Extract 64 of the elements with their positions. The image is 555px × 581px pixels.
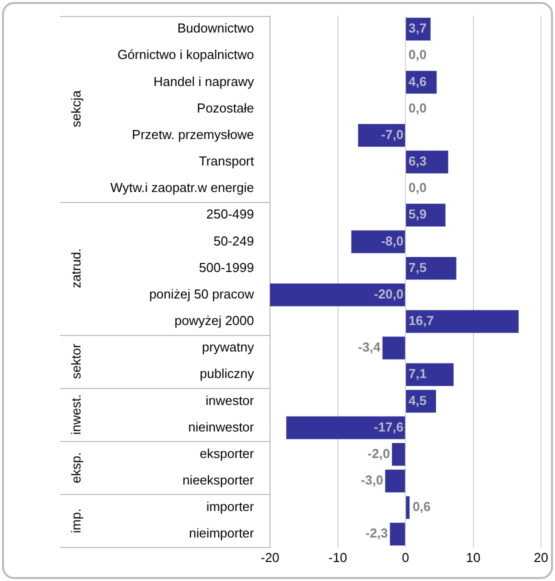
text: imp.: [68, 508, 84, 534]
text: sektor: [68, 342, 84, 380]
y-tick-label: 500-1999: [199, 260, 254, 275]
x-tick-label: -10: [328, 550, 348, 565]
x-tick-label: 20: [534, 550, 548, 565]
text: eksp.: [68, 452, 84, 484]
x-tick-label: 0: [402, 550, 410, 565]
x-tick-label: -20: [260, 550, 280, 565]
data-label: 6,3: [408, 154, 427, 169]
data-label: 5,9: [408, 206, 427, 222]
y-tick-label: importer: [206, 499, 255, 514]
bar: [358, 124, 405, 147]
bar: [392, 443, 405, 466]
bar: [406, 310, 519, 333]
x-tick-label: 10: [466, 550, 480, 565]
y-tick-label: 50-249: [214, 233, 254, 248]
bar: [406, 256, 456, 280]
y-tick-label: nieimporter: [188, 526, 255, 541]
data-label: -3,0: [360, 472, 384, 488]
y-tick-label: publiczny: [200, 366, 254, 382]
text: inwest.: [68, 394, 84, 435]
data-label: 7,1: [408, 366, 427, 382]
data-label: 4,6: [408, 74, 427, 89]
data-label: 3,7: [408, 20, 427, 36]
bar: [406, 496, 410, 519]
text: zatrud.: [68, 248, 84, 288]
data-label: 0,0: [408, 180, 427, 196]
data-label: -17,6: [374, 419, 404, 434]
y-tick-label: Pozostałe: [196, 100, 254, 116]
y-tick-label: prywatny: [202, 340, 254, 355]
data-label: -2,0: [368, 446, 390, 461]
y-tick-label: poniżej 50 pracow: [149, 286, 255, 302]
bar: [270, 284, 405, 306]
y-tick-label: Przetw. przemysłowe: [132, 126, 254, 142]
bar: [406, 150, 448, 174]
data-label: 7,5: [408, 260, 427, 275]
data-label: 4,5: [408, 392, 427, 408]
y-tick-label: Wytw.i zaopatr.w energie: [110, 180, 254, 196]
bar: [286, 416, 405, 440]
y-tick-label: nieeksporter: [182, 472, 255, 488]
data-label: 0,0: [408, 100, 427, 116]
bar: [390, 522, 405, 546]
bar: [382, 336, 405, 360]
data-label: -20,0: [374, 286, 404, 302]
bar: [406, 363, 454, 386]
data-label: -8,0: [381, 233, 404, 248]
text: sekcja: [68, 90, 84, 128]
data-label: 0,6: [412, 499, 431, 514]
y-tick-label: nieinwestor: [188, 419, 255, 434]
y-tick-label: powyżej 2000: [174, 313, 254, 328]
bar: [351, 230, 405, 254]
y-tick-label: inwestor: [206, 392, 255, 408]
data-label: -3,4: [358, 340, 382, 355]
y-tick-label: 250-499: [206, 206, 254, 222]
y-tick-label: Budownictwo: [177, 20, 254, 36]
data-label: 0,0: [408, 47, 427, 62]
data-label: 16,7: [408, 313, 434, 328]
y-tick-label: Górnictwo i kopalnictwo: [117, 47, 254, 62]
y-tick-label: Handel i naprawy: [154, 74, 254, 89]
data-label: -7,0: [381, 126, 404, 142]
data-label: -2,3: [366, 526, 388, 541]
bar: [385, 470, 405, 492]
y-tick-label: eksporter: [200, 446, 255, 461]
y-tick-label: Transport: [198, 154, 254, 169]
